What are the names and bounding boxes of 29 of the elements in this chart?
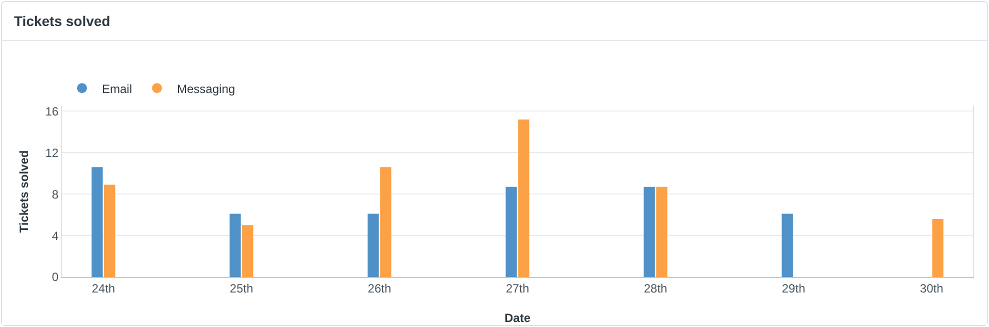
- legend-label: Email: [102, 82, 132, 96]
- bar: [782, 214, 793, 277]
- x-tick-label: 29th: [782, 281, 806, 296]
- y-tick-label: 0: [52, 270, 59, 284]
- bar: [92, 167, 103, 277]
- y-axis-title: Tickets solved: [17, 150, 31, 233]
- chart-title: Tickets solved: [2, 2, 987, 41]
- y-tick-label: 8: [52, 187, 59, 202]
- legend-label: Messaging: [177, 82, 236, 96]
- y-tick-label: 16: [45, 104, 59, 118]
- x-tick-label: 25th: [230, 281, 254, 296]
- x-tick-label: 28th: [644, 281, 668, 296]
- bar: [506, 186, 517, 277]
- y-tick-label: 12: [45, 146, 59, 160]
- bar: [380, 167, 392, 277]
- bar: [368, 214, 379, 277]
- bar: [656, 186, 668, 277]
- x-tick-label: 27th: [506, 281, 530, 296]
- y-tick-label: 4: [52, 228, 59, 243]
- x-axis-title: Date: [504, 311, 531, 325]
- x-tick-label: 24th: [92, 281, 116, 296]
- bar: [644, 186, 655, 277]
- x-tick-label: 30th: [920, 281, 944, 296]
- bar: [104, 184, 116, 277]
- bar: [230, 214, 241, 277]
- bar: [242, 225, 254, 277]
- bar: [932, 218, 944, 277]
- bar: [518, 119, 530, 277]
- x-tick-label: 26th: [368, 281, 392, 296]
